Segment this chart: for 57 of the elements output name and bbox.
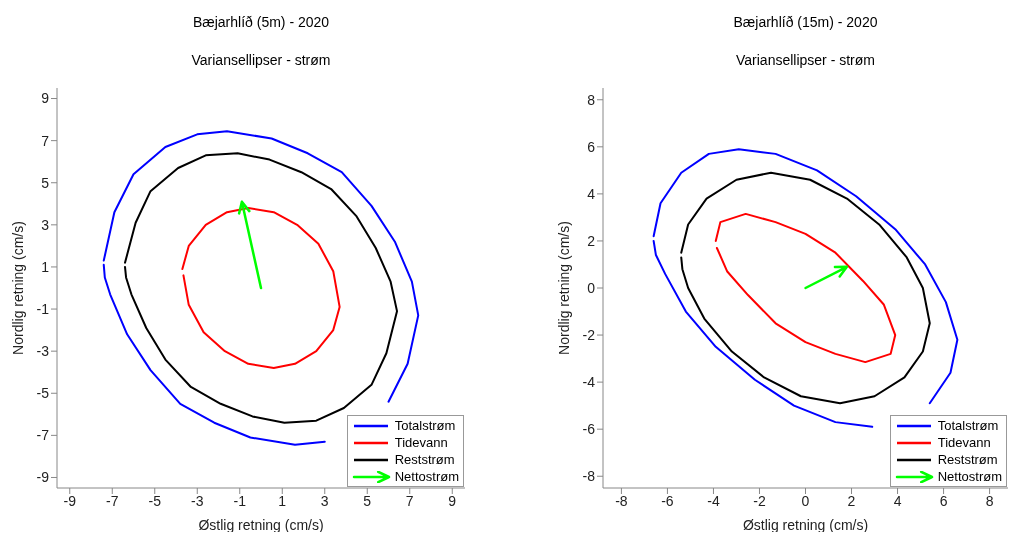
y-axis-title: Nordlig retning (cm/s) — [555, 221, 572, 355]
x-tick-label: 4 — [893, 492, 902, 509]
y-tick-label: 3 — [41, 216, 50, 233]
x-tick-label: 2 — [847, 492, 856, 509]
legend-label: Totalstrøm — [937, 418, 999, 433]
x-tick-label: 3 — [320, 492, 329, 509]
y-axis-title: Nordlig retning (cm/s) — [9, 221, 26, 355]
legend-label: Reststrøm — [394, 452, 455, 467]
x-tick-label: 8 — [985, 492, 994, 509]
y-tick-label: -8 — [582, 468, 596, 485]
legend-label: Totalstrøm — [394, 418, 456, 433]
chart-title: Bæjarhlíð (5m) - 2020 — [191, 14, 331, 30]
legend-label: Tidevann — [937, 435, 991, 450]
chart-title: Bæjarhlíð (15m) - 2020 — [732, 14, 879, 30]
y-tick-label: 9 — [41, 90, 50, 107]
y-tick-label: -1 — [36, 301, 50, 318]
x-tick-label: 1 — [278, 492, 287, 509]
x-tick-label: -2 — [753, 492, 766, 509]
y-tick-label: -6 — [582, 421, 596, 438]
legend-label: Nettostrøm — [937, 469, 1002, 484]
x-tick-label: 5 — [363, 492, 372, 509]
legend-label: Nettostrøm — [394, 469, 459, 484]
y-tick-label: -9 — [36, 469, 50, 486]
y-tick-label: -7 — [36, 427, 50, 444]
x-tick-label: -9 — [63, 492, 77, 509]
x-tick-label: 0 — [801, 492, 810, 509]
y-tick-label: 2 — [587, 232, 596, 249]
x-tick-label: 9 — [448, 492, 457, 509]
x-tick-label: -5 — [148, 492, 162, 509]
chart-subtitle: Variansellipser - strøm — [190, 52, 332, 68]
x-tick-label: -4 — [707, 492, 720, 509]
y-tick-label: -4 — [582, 374, 596, 391]
line-series — [181, 207, 341, 369]
legend-label: Tidevann — [394, 435, 448, 450]
y-tick-label: 8 — [587, 91, 596, 108]
x-tick-label: -7 — [106, 492, 119, 509]
x-axis-title: Østlig retning (cm/s) — [198, 517, 324, 533]
y-tick-label: 5 — [41, 174, 50, 191]
line-series — [680, 171, 931, 405]
y-tick-label: 6 — [587, 138, 596, 155]
y-tick-label: 4 — [587, 185, 596, 202]
y-tick-label: 0 — [587, 279, 596, 296]
chart-subtitle: Variansellipser - strøm — [735, 52, 876, 68]
line-series — [714, 212, 897, 364]
x-axis-title: Østlig retning (cm/s) — [742, 517, 869, 533]
y-tick-label: 7 — [41, 132, 50, 149]
y-tick-label: -5 — [36, 385, 50, 402]
y-tick-label: -2 — [582, 327, 596, 344]
x-tick-label: -3 — [191, 492, 204, 509]
x-tick-label: -8 — [615, 492, 628, 509]
x-tick-label: -6 — [661, 492, 674, 509]
x-tick-label: -1 — [233, 492, 247, 509]
legend-label: Reststrøm — [937, 452, 998, 467]
x-tick-label: 6 — [939, 492, 948, 509]
y-tick-label: 1 — [41, 258, 50, 275]
x-tick-label: 7 — [405, 492, 414, 509]
y-tick-label: -3 — [36, 343, 50, 360]
